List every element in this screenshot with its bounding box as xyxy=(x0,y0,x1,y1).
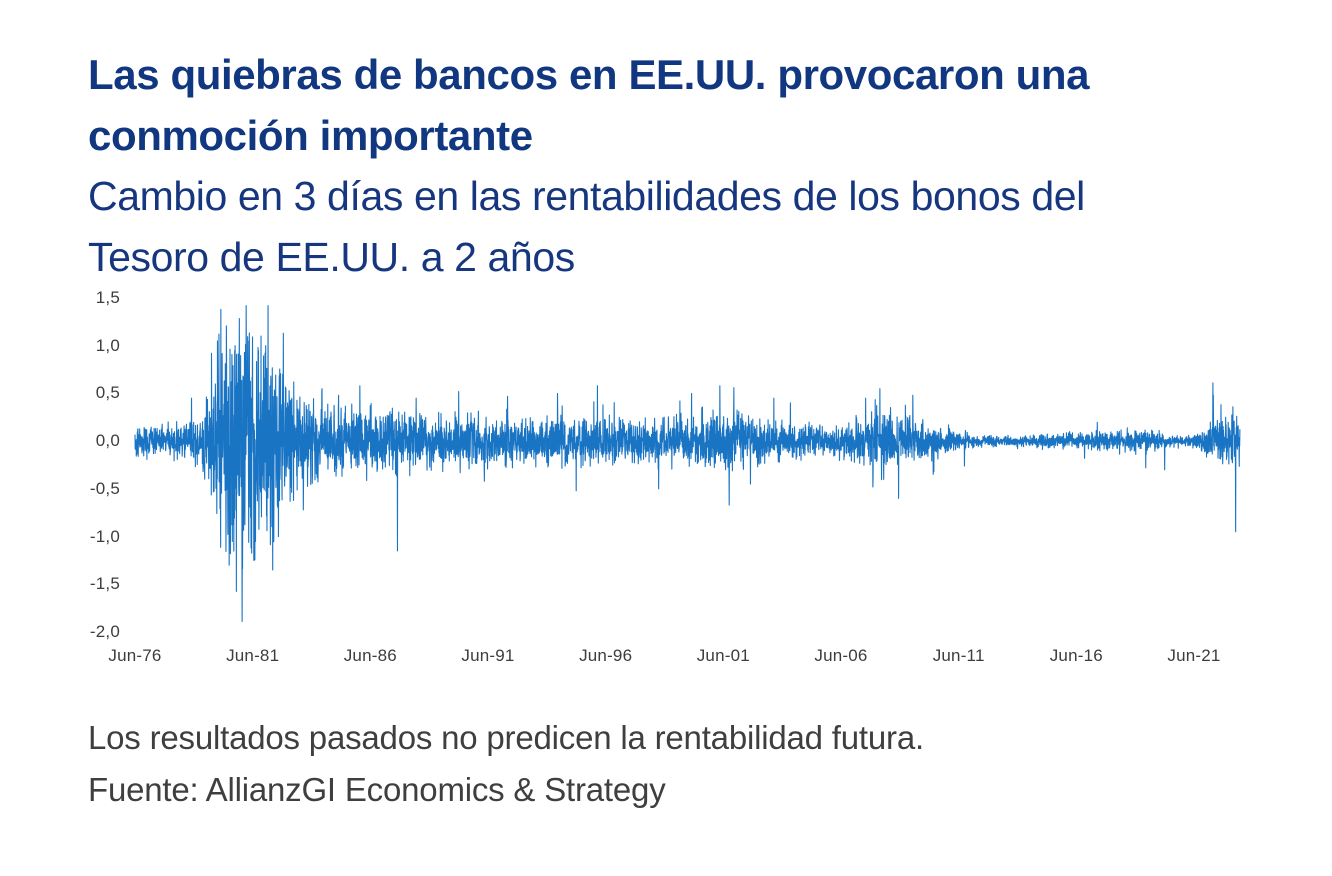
x-tick-label: Jun-96 xyxy=(579,646,633,665)
chart-subtitle-line-2: Tesoro de EE.UU. a 2 años xyxy=(88,234,575,280)
x-tick-label: Jun-91 xyxy=(461,646,515,665)
page-title-line-2: conmoción importante xyxy=(88,112,533,159)
x-tick-label: Jun-01 xyxy=(696,646,750,665)
x-tick-label: Jun-06 xyxy=(814,646,868,665)
chart-subtitle-line-1: Cambio en 3 días en las rentabilidades d… xyxy=(88,173,1085,219)
y-tick-label: -0,5 xyxy=(89,478,120,498)
y-tick-label: -1,0 xyxy=(89,526,120,546)
disclaimer-text: Los resultados pasados no predicen la re… xyxy=(88,719,924,756)
footer: Los resultados pasados no predicen la re… xyxy=(88,712,1288,816)
chart-subtitle: Cambio en 3 días en las rentabilidades d… xyxy=(88,166,1298,288)
y-tick-label: 1,5 xyxy=(95,288,120,307)
page-title: Las quiebras de bancos en EE.UU. provoca… xyxy=(88,44,1288,166)
y-tick-label: 0,5 xyxy=(95,383,120,403)
y-tick-label: -2,0 xyxy=(89,622,120,641)
y-tick-label: -1,5 xyxy=(89,574,120,594)
page-title-line-1: Las quiebras de bancos en EE.UU. provoca… xyxy=(88,51,1090,98)
source-text: Fuente: AllianzGI Economics & Strategy xyxy=(88,771,666,808)
x-tick-label: Jun-76 xyxy=(108,646,162,665)
x-tick-label: Jun-86 xyxy=(343,646,397,665)
x-tick-label: Jun-11 xyxy=(932,646,985,665)
chart-line xyxy=(134,305,1241,623)
y-tick-label: 0,0 xyxy=(95,431,120,451)
yield-change-plot xyxy=(134,305,1241,623)
y-tick-label: 1,0 xyxy=(95,335,120,355)
x-tick-label: Jun-16 xyxy=(1049,646,1103,665)
x-tick-label: Jun-81 xyxy=(226,646,280,665)
x-tick-label: Jun-21 xyxy=(1167,646,1221,665)
